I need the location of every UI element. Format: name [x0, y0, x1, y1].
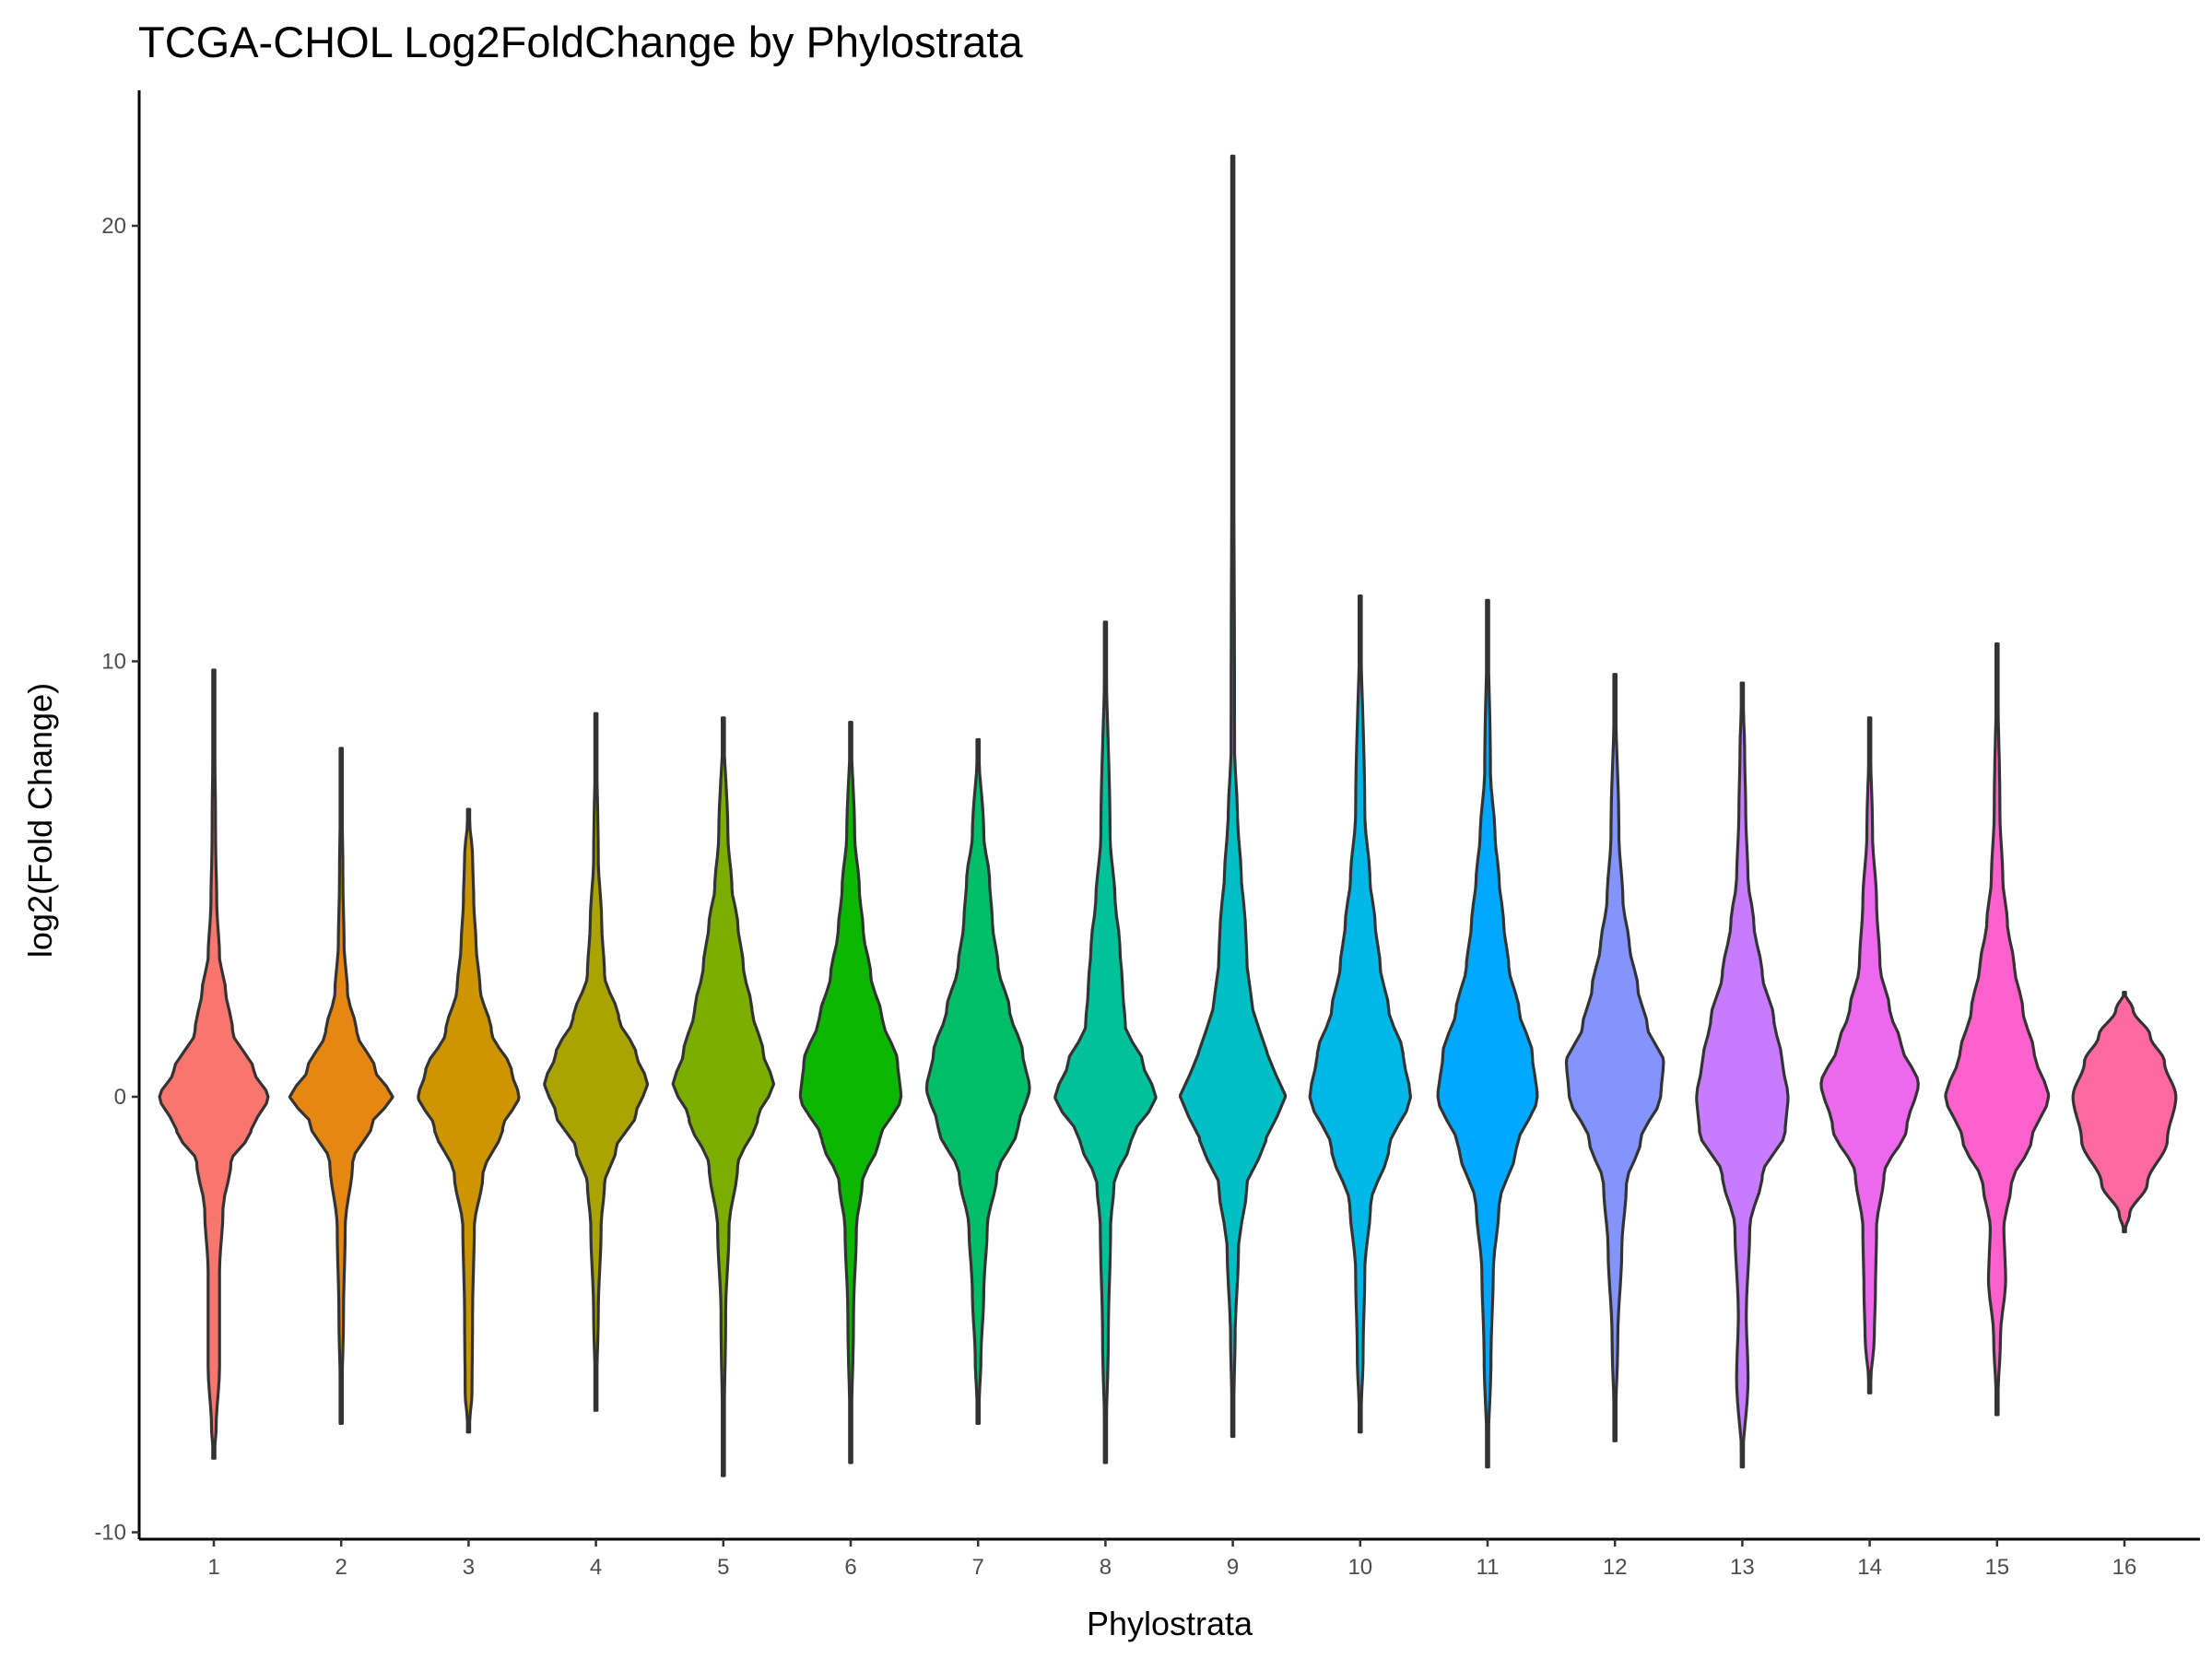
x-tick-label: 5: [717, 1555, 729, 1580]
x-tick-label: 11: [1477, 1555, 1500, 1580]
x-tick-label: 2: [335, 1555, 347, 1580]
x-tick-label: 10: [1347, 1555, 1372, 1580]
violin-phylostrata-6: [798, 721, 903, 1465]
y-axis-ticks: -10 0 10 20: [94, 214, 139, 1546]
x-tick-label: 14: [1857, 1555, 1882, 1580]
chart-title: TCGA-CHOL Log2FoldChange by Phylostrata: [138, 18, 1023, 66]
x-tick-label: 4: [590, 1555, 602, 1580]
violin-phylostrata-13: [1695, 681, 1790, 1469]
x-tick-label: 7: [972, 1555, 984, 1580]
violin-phylostrata-16: [2071, 991, 2178, 1234]
y-tick-label: -10: [94, 1521, 126, 1546]
violin-phylostrata-5: [671, 716, 775, 1477]
violin-group: [158, 154, 2178, 1477]
violin-phylostrata-3: [417, 807, 521, 1434]
x-axis-title: Phylostrata: [1087, 1605, 1253, 1642]
violin-phylostrata-15: [1944, 642, 2051, 1417]
violin-phylostrata-14: [1819, 716, 1920, 1394]
x-tick-label: 8: [1100, 1555, 1112, 1580]
violin-phylostrata-8: [1053, 620, 1158, 1465]
y-tick-label: 20: [101, 214, 126, 239]
x-tick-label: 16: [2112, 1555, 2137, 1580]
x-tick-label: 13: [1730, 1555, 1755, 1580]
x-tick-label: 15: [1984, 1555, 2009, 1580]
violin-phylostrata-10: [1308, 594, 1412, 1434]
violin-phylostrata-1: [158, 668, 270, 1460]
x-tick-label: 9: [1227, 1555, 1239, 1580]
violin-phylostrata-11: [1436, 598, 1539, 1469]
x-tick-label: 6: [844, 1555, 856, 1580]
violin-phylostrata-2: [288, 747, 394, 1425]
y-tick-label: 10: [101, 650, 126, 675]
violin-phylostrata-7: [924, 737, 1031, 1425]
x-tick-label: 1: [207, 1555, 219, 1580]
y-axis-title: log2(Fold Change): [21, 683, 59, 958]
y-tick-label: 0: [114, 1085, 126, 1110]
x-tick-label: 3: [463, 1555, 475, 1580]
x-axis-ticks: 1 2 3 4 5 6 7 8 9 10 11 12 13 14 15 16: [207, 1539, 2136, 1580]
violin-phylostrata-12: [1564, 673, 1665, 1442]
violin-phylostrata-9: [1179, 154, 1288, 1439]
violin-phylostrata-4: [543, 712, 649, 1412]
x-tick-label: 12: [1603, 1555, 1628, 1580]
